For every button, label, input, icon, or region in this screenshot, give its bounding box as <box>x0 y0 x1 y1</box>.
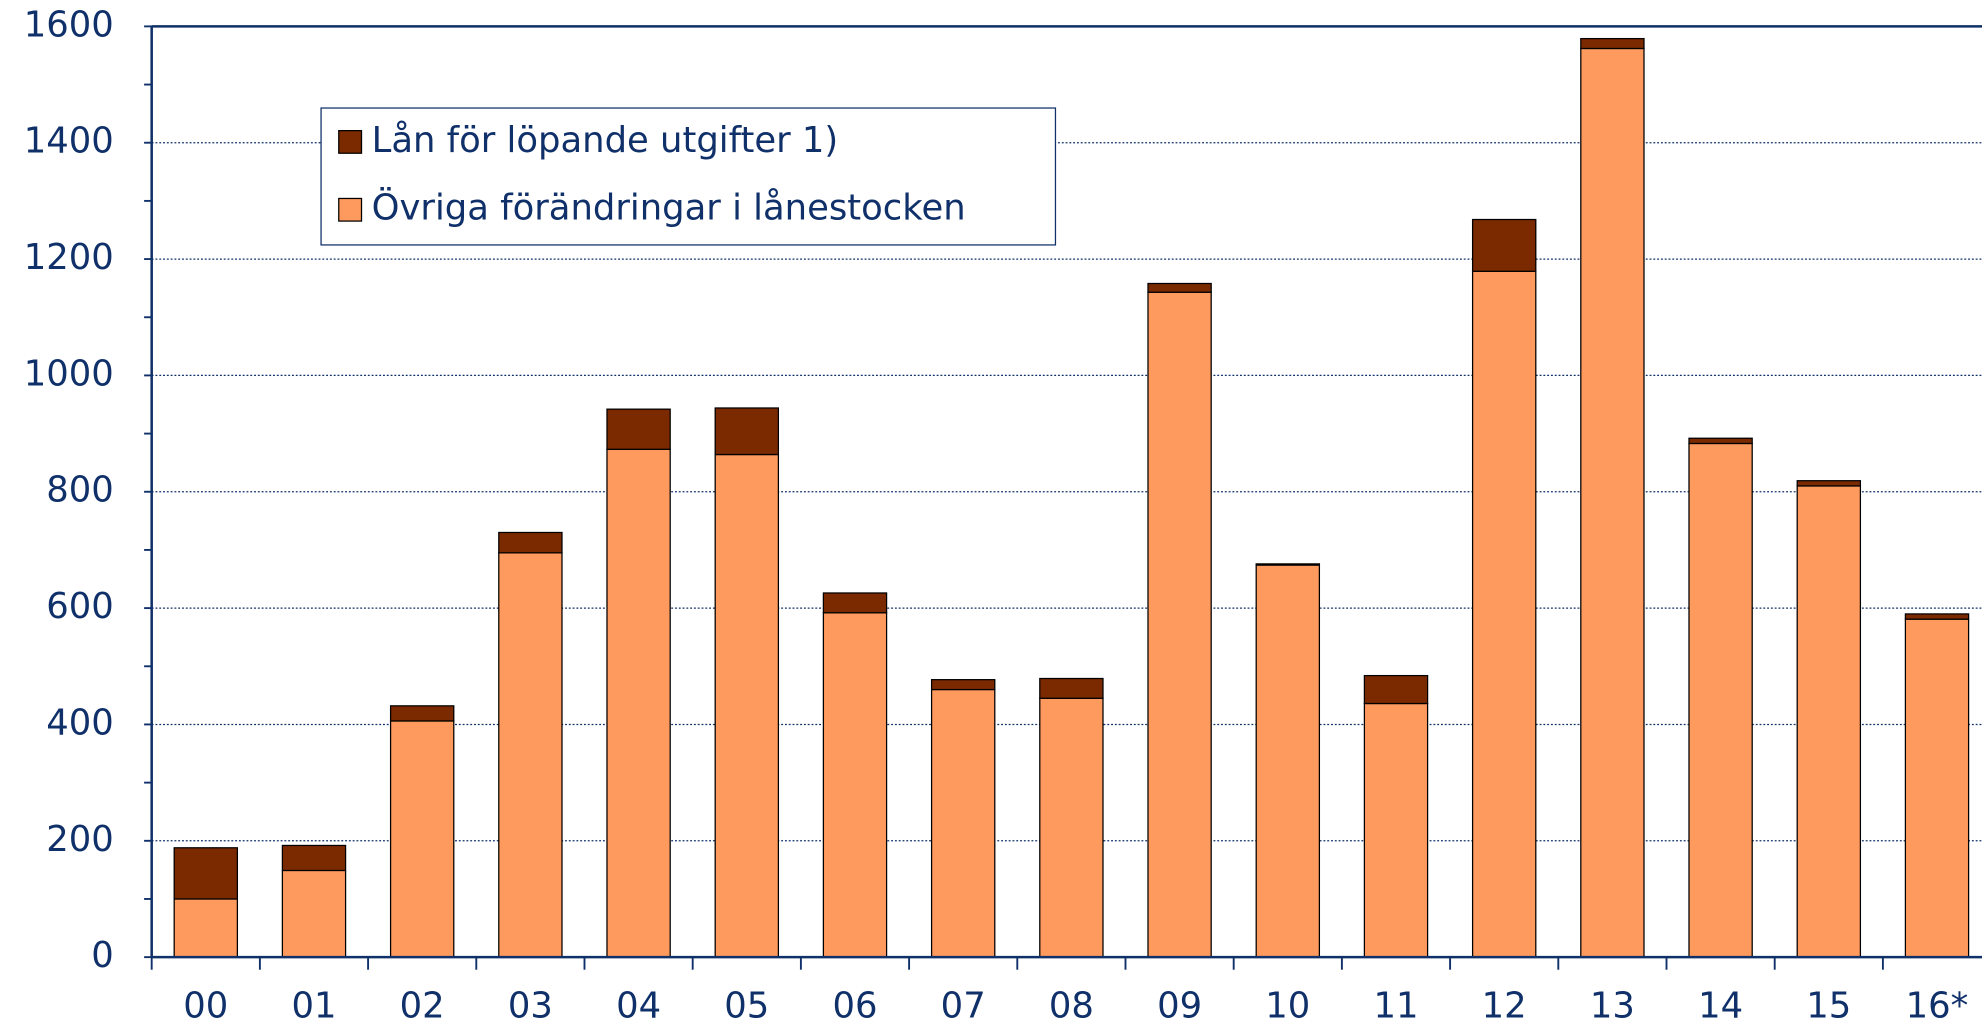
bar-segment <box>1580 37 1645 50</box>
x-tick-label: 15 <box>1806 985 1851 1026</box>
bar-segment <box>930 688 996 958</box>
legend-label: Lån för löpande utgifter 1) <box>372 120 839 161</box>
bar-segment <box>1471 270 1537 958</box>
bar-segment <box>1904 613 1970 620</box>
bar-segment <box>389 705 455 722</box>
y-tick-label: 1000 <box>24 353 114 394</box>
y-tick-label: 200 <box>46 819 114 860</box>
x-tick-label: 08 <box>1049 985 1094 1026</box>
x-tick-label: 13 <box>1590 985 1635 1026</box>
bar-segment <box>1039 677 1104 699</box>
bar-segment <box>173 847 239 900</box>
x-tick-label: 11 <box>1373 985 1418 1026</box>
bar-segment <box>1796 480 1862 487</box>
x-tick-label: 01 <box>291 985 336 1026</box>
bar-segment <box>1471 218 1537 272</box>
x-tick-label: 02 <box>400 985 445 1026</box>
bar-segment <box>1147 282 1212 293</box>
x-tick-label: 09 <box>1157 985 1202 1026</box>
bar-segment <box>498 531 563 554</box>
y-tick-label: 600 <box>46 586 114 627</box>
x-tick-label: 03 <box>508 985 553 1026</box>
x-tick-label: 07 <box>941 985 986 1026</box>
legend-swatch <box>338 197 363 222</box>
bar-segment <box>822 592 888 614</box>
bar-segment <box>1688 442 1753 958</box>
y-tick-label: 400 <box>46 703 114 744</box>
bar-segment <box>173 898 239 958</box>
bar-segment <box>1796 485 1862 958</box>
bar-segment <box>389 720 455 958</box>
legend-box <box>320 107 1057 246</box>
bar-segment <box>606 408 671 450</box>
y-tick-label: 800 <box>46 470 114 511</box>
legend-swatch <box>338 130 363 154</box>
y-tick-label: 1400 <box>24 121 114 162</box>
x-tick-label: 05 <box>724 985 769 1026</box>
x-tick-label: 00 <box>183 985 228 1026</box>
x-tick-label: 10 <box>1265 985 1310 1026</box>
legend-label: Övriga förändringar i lånestocken <box>372 187 966 229</box>
bar-segment <box>1255 563 1321 566</box>
bar-segment <box>1688 437 1753 445</box>
y-tick-label: 0 <box>91 935 114 976</box>
x-tick-label: 04 <box>616 985 661 1026</box>
x-tick-label: 06 <box>832 985 877 1026</box>
bar-segment <box>281 844 347 872</box>
bar-segment <box>281 869 347 958</box>
x-tick-label: 12 <box>1482 985 1527 1026</box>
bar-segment <box>1904 618 1970 958</box>
bar-segment <box>1147 291 1212 958</box>
bar-segment <box>714 453 780 958</box>
bar-segment <box>606 448 671 958</box>
bar-segment <box>930 679 996 691</box>
y-tick-label: 1200 <box>24 237 114 278</box>
bar-segment <box>498 552 563 958</box>
bar-segment <box>1255 564 1321 958</box>
x-tick-label: 16* <box>1906 985 1969 1026</box>
x-tick-label: 14 <box>1698 985 1743 1026</box>
bar-segment <box>1580 47 1645 958</box>
bar-segment <box>714 407 780 456</box>
bar-segment <box>1039 697 1104 958</box>
bar-segment <box>1363 702 1429 958</box>
bar-segment <box>1363 674 1429 705</box>
y-tick-label: 1600 <box>24 4 114 45</box>
bar-segment <box>822 612 888 958</box>
